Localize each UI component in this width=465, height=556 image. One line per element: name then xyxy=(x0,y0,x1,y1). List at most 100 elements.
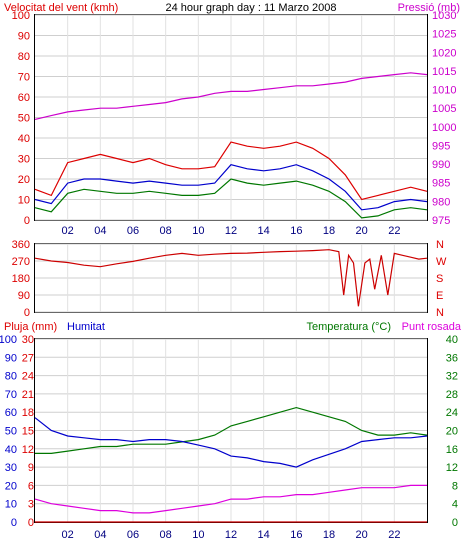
dewpoint-line xyxy=(34,484,427,514)
rain-axis-title: Pluja (mm) xyxy=(4,321,57,333)
humidity-tick-label: 40 xyxy=(5,444,17,456)
rain-tick-label: 15 xyxy=(22,426,34,438)
rain-tick-label: 21 xyxy=(22,389,34,401)
pressure-line xyxy=(34,72,428,120)
wind-pressure-series xyxy=(34,72,428,219)
rain-tick-label: 3 xyxy=(28,499,34,511)
temperature-axis-title: Temperatura (°C) xyxy=(307,321,391,333)
temperature-tick-label: 40 xyxy=(446,334,458,346)
rain-tick-label: 24 xyxy=(22,371,34,383)
direction-degree-label: 90 xyxy=(18,290,30,302)
rain-tick-label: 12 xyxy=(22,444,34,456)
rain-tick-label: 30 xyxy=(22,334,34,346)
temperature-tick-label: 4 xyxy=(452,499,458,511)
x-tick-label: 16 xyxy=(290,225,302,237)
x-tick-label: 12 xyxy=(225,529,237,541)
temperature-tick-label: 12 xyxy=(446,462,458,474)
rain-tick-label: 6 xyxy=(28,480,34,492)
chart-title: 24 hour graph day : 11 Marzo 2008 xyxy=(165,2,336,14)
wind-tick-label: 80 xyxy=(18,51,30,63)
x-tick-label: 16 xyxy=(290,529,302,541)
x-tick-label: 20 xyxy=(356,225,368,237)
temp-grid xyxy=(35,338,427,523)
temperature-tick-label: 0 xyxy=(452,517,458,529)
pressure-tick-label: 1010 xyxy=(432,85,456,97)
wind-tick-label: 20 xyxy=(18,174,30,186)
humidity-tick-label: 100 xyxy=(0,334,17,346)
humidity-tick-label: 90 xyxy=(5,352,17,364)
wind-tick-label: 40 xyxy=(18,133,30,145)
pressure-axis-title: Pressió (mb) xyxy=(398,2,460,14)
x-tick-label: 04 xyxy=(94,225,106,237)
x-tick-label: 22 xyxy=(388,529,400,541)
temperature-line xyxy=(35,406,428,454)
wind-x-axis-labels: 02 04 06 08 10 12 14 16 18 20 22 xyxy=(62,225,401,237)
humidity-tick-label: 70 xyxy=(5,389,17,401)
humidity-tick-label: 30 xyxy=(5,462,17,474)
gust-line xyxy=(34,141,428,201)
avg-wind-line xyxy=(34,164,428,211)
min-wind-line xyxy=(34,178,428,219)
humidity-tick-label: 20 xyxy=(5,480,17,492)
wind-tick-label: 70 xyxy=(18,72,30,84)
temperature-tick-label: 20 xyxy=(446,426,458,438)
temp-humidity-series xyxy=(34,406,428,523)
direction-compass-label: N xyxy=(436,239,444,251)
pressure-axis-ticks: 1030 1025 1020 1015 1010 1005 1000 995 990 985 980… xyxy=(432,10,456,227)
direction-compass-label: W xyxy=(436,256,447,268)
x-tick-label: 02 xyxy=(62,529,74,541)
wind-tick-label: 60 xyxy=(18,92,30,104)
temperature-tick-label: 32 xyxy=(446,371,458,383)
wind-tick-label: 100 xyxy=(12,10,30,22)
humidity-tick-label: 0 xyxy=(11,517,17,529)
wind-grid xyxy=(35,14,427,221)
x-tick-label: 04 xyxy=(94,529,106,541)
rain-tick-label: 27 xyxy=(22,352,34,364)
pressure-tick-label: 1015 xyxy=(432,66,456,78)
pressure-tick-label: 1000 xyxy=(432,122,456,134)
wind-tick-label: 30 xyxy=(18,154,30,166)
temp-humidity-chart: Pluja (mm) Humitat Temperatura (°C) Punt… xyxy=(0,321,462,529)
direction-degree-label: 0 xyxy=(24,307,30,319)
x-tick-label: 22 xyxy=(388,225,400,237)
pressure-tick-label: 975 xyxy=(432,215,450,227)
temp-x-axis-labels: 02 04 06 08 10 12 14 16 18 20 22 xyxy=(62,529,401,541)
wind-tick-label: 10 xyxy=(18,195,30,207)
pressure-tick-label: 985 xyxy=(432,178,450,190)
direction-degree-label: 360 xyxy=(12,239,30,251)
direction-compass-label: N xyxy=(436,307,444,319)
direction-line xyxy=(34,249,428,307)
x-tick-label: 02 xyxy=(62,225,74,237)
x-tick-label: 18 xyxy=(323,529,335,541)
humidity-tick-label: 60 xyxy=(5,407,17,419)
pressure-tick-label: 1005 xyxy=(432,103,456,115)
x-tick-label: 08 xyxy=(160,529,172,541)
direction-grid xyxy=(35,243,427,313)
temperature-tick-label: 36 xyxy=(446,352,458,364)
wind-tick-label: 50 xyxy=(18,113,30,125)
temperature-tick-label: 28 xyxy=(446,389,458,401)
x-tick-label: 06 xyxy=(127,225,139,237)
wind-axis-title: Velocitat del vent (kmh) xyxy=(4,2,118,14)
dewpoint-axis-title: Punt rosada xyxy=(402,321,462,333)
wind-pressure-chart: Velocitat del vent (kmh) 24 hour graph d… xyxy=(4,2,460,227)
rain-tick-label: 0 xyxy=(28,517,34,529)
direction-degree-label: 180 xyxy=(12,273,30,285)
humidity-axis-title: Humitat xyxy=(67,321,105,333)
x-tick-label: 18 xyxy=(323,225,335,237)
x-tick-label: 08 xyxy=(160,225,172,237)
direction-series xyxy=(34,249,428,307)
temperature-tick-label: 8 xyxy=(452,480,458,492)
x-tick-label: 06 xyxy=(127,529,139,541)
temperature-tick-label: 24 xyxy=(446,407,458,419)
x-tick-label: 14 xyxy=(258,529,270,541)
pressure-tick-label: 1020 xyxy=(432,47,456,59)
x-tick-label: 20 xyxy=(356,529,368,541)
